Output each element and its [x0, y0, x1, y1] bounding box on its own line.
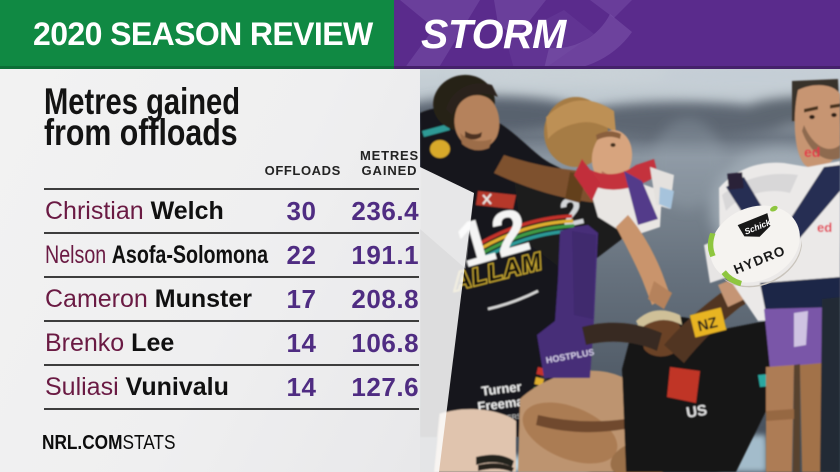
svg-text:ed: ed [804, 144, 820, 160]
svg-text:Freeman: Freeman [477, 393, 533, 414]
svg-text:Turner: Turner [481, 379, 523, 399]
svg-text:US: US [685, 402, 708, 422]
svg-text:NZ: NZ [696, 314, 720, 335]
svg-text:ed: ed [817, 220, 832, 235]
